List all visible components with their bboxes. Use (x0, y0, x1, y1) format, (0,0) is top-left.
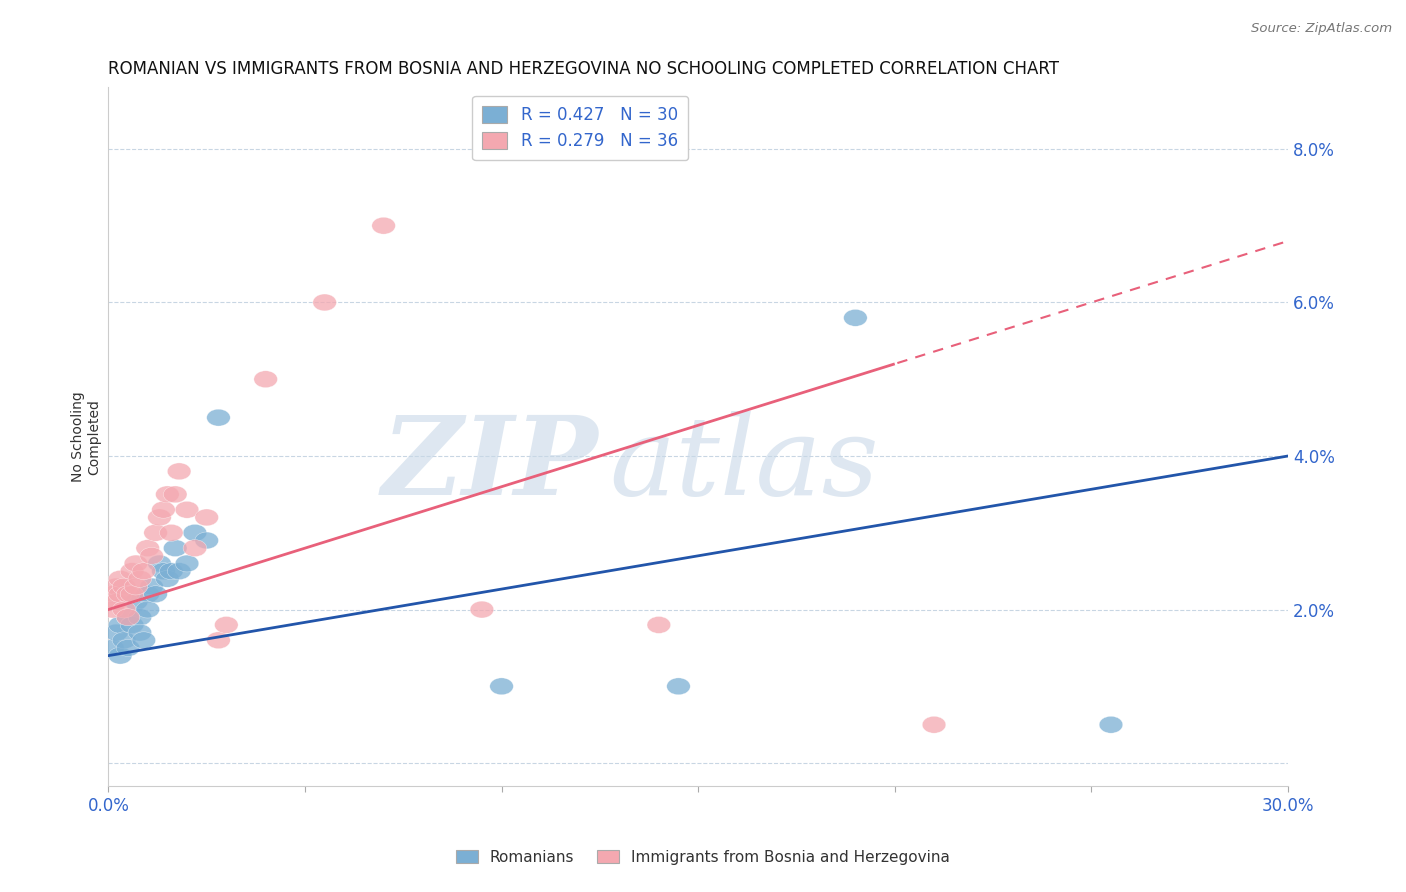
Ellipse shape (136, 540, 159, 557)
Ellipse shape (647, 616, 671, 633)
Ellipse shape (132, 632, 156, 648)
Ellipse shape (254, 371, 277, 388)
Ellipse shape (120, 563, 143, 580)
Ellipse shape (108, 586, 132, 603)
Ellipse shape (207, 632, 231, 648)
Ellipse shape (195, 532, 218, 549)
Legend: R = 0.427   N = 30, R = 0.279   N = 36: R = 0.427 N = 30, R = 0.279 N = 36 (472, 95, 688, 161)
Ellipse shape (117, 609, 139, 625)
Ellipse shape (100, 586, 124, 603)
Ellipse shape (148, 509, 172, 526)
Ellipse shape (159, 563, 183, 580)
Ellipse shape (139, 548, 163, 565)
Ellipse shape (176, 555, 198, 572)
Ellipse shape (312, 294, 336, 311)
Ellipse shape (163, 486, 187, 503)
Ellipse shape (108, 570, 132, 587)
Y-axis label: No Schooling
Completed: No Schooling Completed (72, 392, 101, 483)
Ellipse shape (112, 632, 136, 648)
Ellipse shape (136, 601, 159, 618)
Ellipse shape (156, 486, 179, 503)
Ellipse shape (148, 555, 172, 572)
Ellipse shape (120, 616, 143, 633)
Ellipse shape (152, 563, 176, 580)
Ellipse shape (124, 593, 148, 610)
Text: ZIP: ZIP (381, 411, 598, 518)
Ellipse shape (128, 609, 152, 625)
Ellipse shape (167, 563, 191, 580)
Ellipse shape (100, 601, 124, 618)
Ellipse shape (489, 678, 513, 695)
Ellipse shape (104, 624, 128, 641)
Text: atlas: atlas (610, 411, 879, 518)
Ellipse shape (117, 640, 139, 657)
Ellipse shape (183, 524, 207, 541)
Ellipse shape (1099, 716, 1123, 733)
Ellipse shape (922, 716, 946, 733)
Ellipse shape (136, 586, 159, 603)
Ellipse shape (666, 678, 690, 695)
Ellipse shape (167, 463, 191, 480)
Ellipse shape (108, 648, 132, 664)
Ellipse shape (117, 586, 139, 603)
Ellipse shape (104, 578, 128, 595)
Ellipse shape (128, 624, 152, 641)
Ellipse shape (159, 524, 183, 541)
Ellipse shape (112, 578, 136, 595)
Ellipse shape (156, 570, 179, 587)
Ellipse shape (143, 586, 167, 603)
Ellipse shape (163, 540, 187, 557)
Ellipse shape (108, 616, 132, 633)
Text: ROMANIAN VS IMMIGRANTS FROM BOSNIA AND HERZEGOVINA NO SCHOOLING COMPLETED CORREL: ROMANIAN VS IMMIGRANTS FROM BOSNIA AND H… (108, 60, 1059, 78)
Ellipse shape (844, 310, 868, 326)
Ellipse shape (104, 593, 128, 610)
Ellipse shape (124, 555, 148, 572)
Ellipse shape (207, 409, 231, 426)
Ellipse shape (143, 524, 167, 541)
Ellipse shape (117, 609, 139, 625)
Ellipse shape (132, 563, 156, 580)
Ellipse shape (152, 501, 176, 518)
Legend: Romanians, Immigrants from Bosnia and Herzegovina: Romanians, Immigrants from Bosnia and He… (450, 844, 956, 871)
Ellipse shape (215, 616, 238, 633)
Ellipse shape (176, 501, 198, 518)
Ellipse shape (112, 601, 136, 618)
Ellipse shape (371, 218, 395, 234)
Ellipse shape (124, 578, 148, 595)
Ellipse shape (470, 601, 494, 618)
Ellipse shape (183, 540, 207, 557)
Ellipse shape (139, 578, 163, 595)
Ellipse shape (195, 509, 218, 526)
Ellipse shape (120, 586, 143, 603)
Ellipse shape (100, 640, 124, 657)
Text: Source: ZipAtlas.com: Source: ZipAtlas.com (1251, 22, 1392, 36)
Ellipse shape (128, 570, 152, 587)
